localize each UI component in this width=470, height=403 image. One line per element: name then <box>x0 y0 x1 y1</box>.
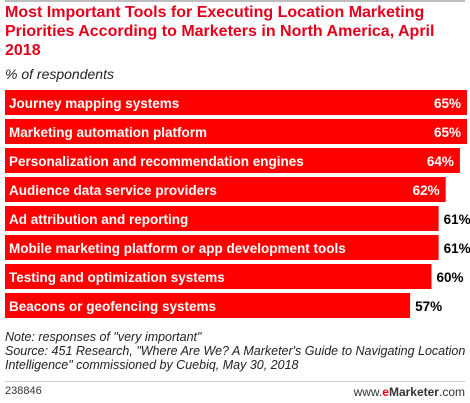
bar-value-label: 62% <box>413 183 440 198</box>
brand-www: www. <box>353 385 383 399</box>
bar-value-label: 65% <box>434 96 461 111</box>
brand-name: Marketer <box>388 385 439 399</box>
bar <box>5 90 467 115</box>
brand-tld: .com <box>438 385 465 399</box>
bar-category-label: Journey mapping systems <box>9 96 179 111</box>
note-text: Note: responses of "very important" <box>5 330 202 344</box>
source-text: Source: 451 Research, "Where Are We? A M… <box>5 344 466 372</box>
bar-value-label: 61% <box>444 241 470 256</box>
bar <box>5 264 432 289</box>
bar-value-label: 57% <box>415 299 442 314</box>
chart-title: Most Important Tools for Executing Locat… <box>5 4 435 59</box>
footer-divider <box>5 381 465 382</box>
bar-category-label: Personalization and recommendation engin… <box>9 154 304 169</box>
bar-category-label: Ad attribution and reporting <box>9 212 188 227</box>
chart-id: 238846 <box>5 385 42 397</box>
bar-chart: Journey mapping systems 65% Marketing auto… <box>5 90 470 318</box>
bar <box>5 293 411 318</box>
bar-category-label: Testing and optimization systems <box>9 270 225 285</box>
bar <box>5 235 439 260</box>
bar <box>5 148 460 173</box>
bar <box>5 119 467 144</box>
bar-category-label: Beacons or geofencing systems <box>9 299 216 314</box>
bar-value-label: 60% <box>436 270 463 285</box>
bar-category-label: Mobile marketing platform or app develop… <box>9 241 346 256</box>
bar-value-label: 61% <box>444 212 470 227</box>
bar <box>5 177 446 202</box>
chart-subtitle: % of respondents <box>5 66 114 82</box>
top-rule <box>5 0 465 2</box>
brand-e: e <box>382 385 389 399</box>
bar-value-label: 64% <box>427 154 454 169</box>
emarketer-logo[interactable]: www.eMarketer.com <box>354 385 465 399</box>
bar-category-label: Marketing automation platform <box>9 125 207 140</box>
bar <box>5 206 439 231</box>
bar-value-label: 65% <box>434 125 461 140</box>
bar-category-label: Audience data service providers <box>9 183 217 198</box>
chart-notes: Note: responses of "very important" Sour… <box>5 330 470 372</box>
